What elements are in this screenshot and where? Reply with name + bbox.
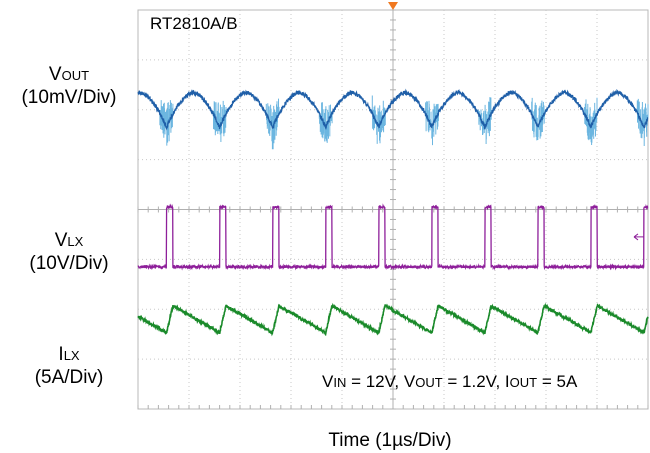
- ilx-scale: (5A/Div): [34, 367, 104, 388]
- scope-grid: [137, 2, 649, 410]
- x-axis-label: Time (1µs/Div): [328, 430, 452, 451]
- vlx-scale: (10V/Div): [29, 253, 109, 274]
- vlx-label-sub: LX: [67, 234, 84, 249]
- ilx-label: ILX (5A/Div): [4, 344, 134, 389]
- trigger-marker: [388, 2, 398, 10]
- ilx-label-main: I: [58, 344, 64, 365]
- test-conditions: VIN = 12V, VOUT = 1.2V, IOUT = 5A: [322, 372, 578, 391]
- vlx-label: VLX (10V/Div): [4, 230, 134, 275]
- vout-noise-trace: [159, 95, 649, 150]
- vlx-label-main: V: [54, 230, 68, 251]
- vout-trace: [137, 88, 649, 131]
- ilx-label-sub: LX: [63, 348, 80, 363]
- vout-label: VOUT (10mV/Div): [4, 64, 134, 109]
- vlx-trace: [137, 203, 649, 271]
- scope-traces: [137, 88, 649, 337]
- vout-scale: (10mV/Div): [21, 87, 117, 108]
- vlx-reference-arrow: [633, 233, 644, 241]
- vout-label-main: V: [48, 64, 62, 85]
- ilx-trace: [137, 302, 649, 337]
- scope-title: RT2810A/B: [150, 14, 238, 33]
- vout-label-sub: OUT: [61, 68, 90, 83]
